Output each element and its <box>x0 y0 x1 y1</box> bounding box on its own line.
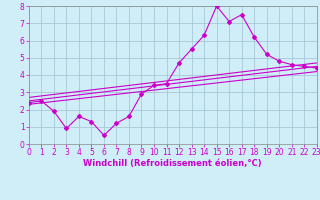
X-axis label: Windchill (Refroidissement éolien,°C): Windchill (Refroidissement éolien,°C) <box>84 159 262 168</box>
